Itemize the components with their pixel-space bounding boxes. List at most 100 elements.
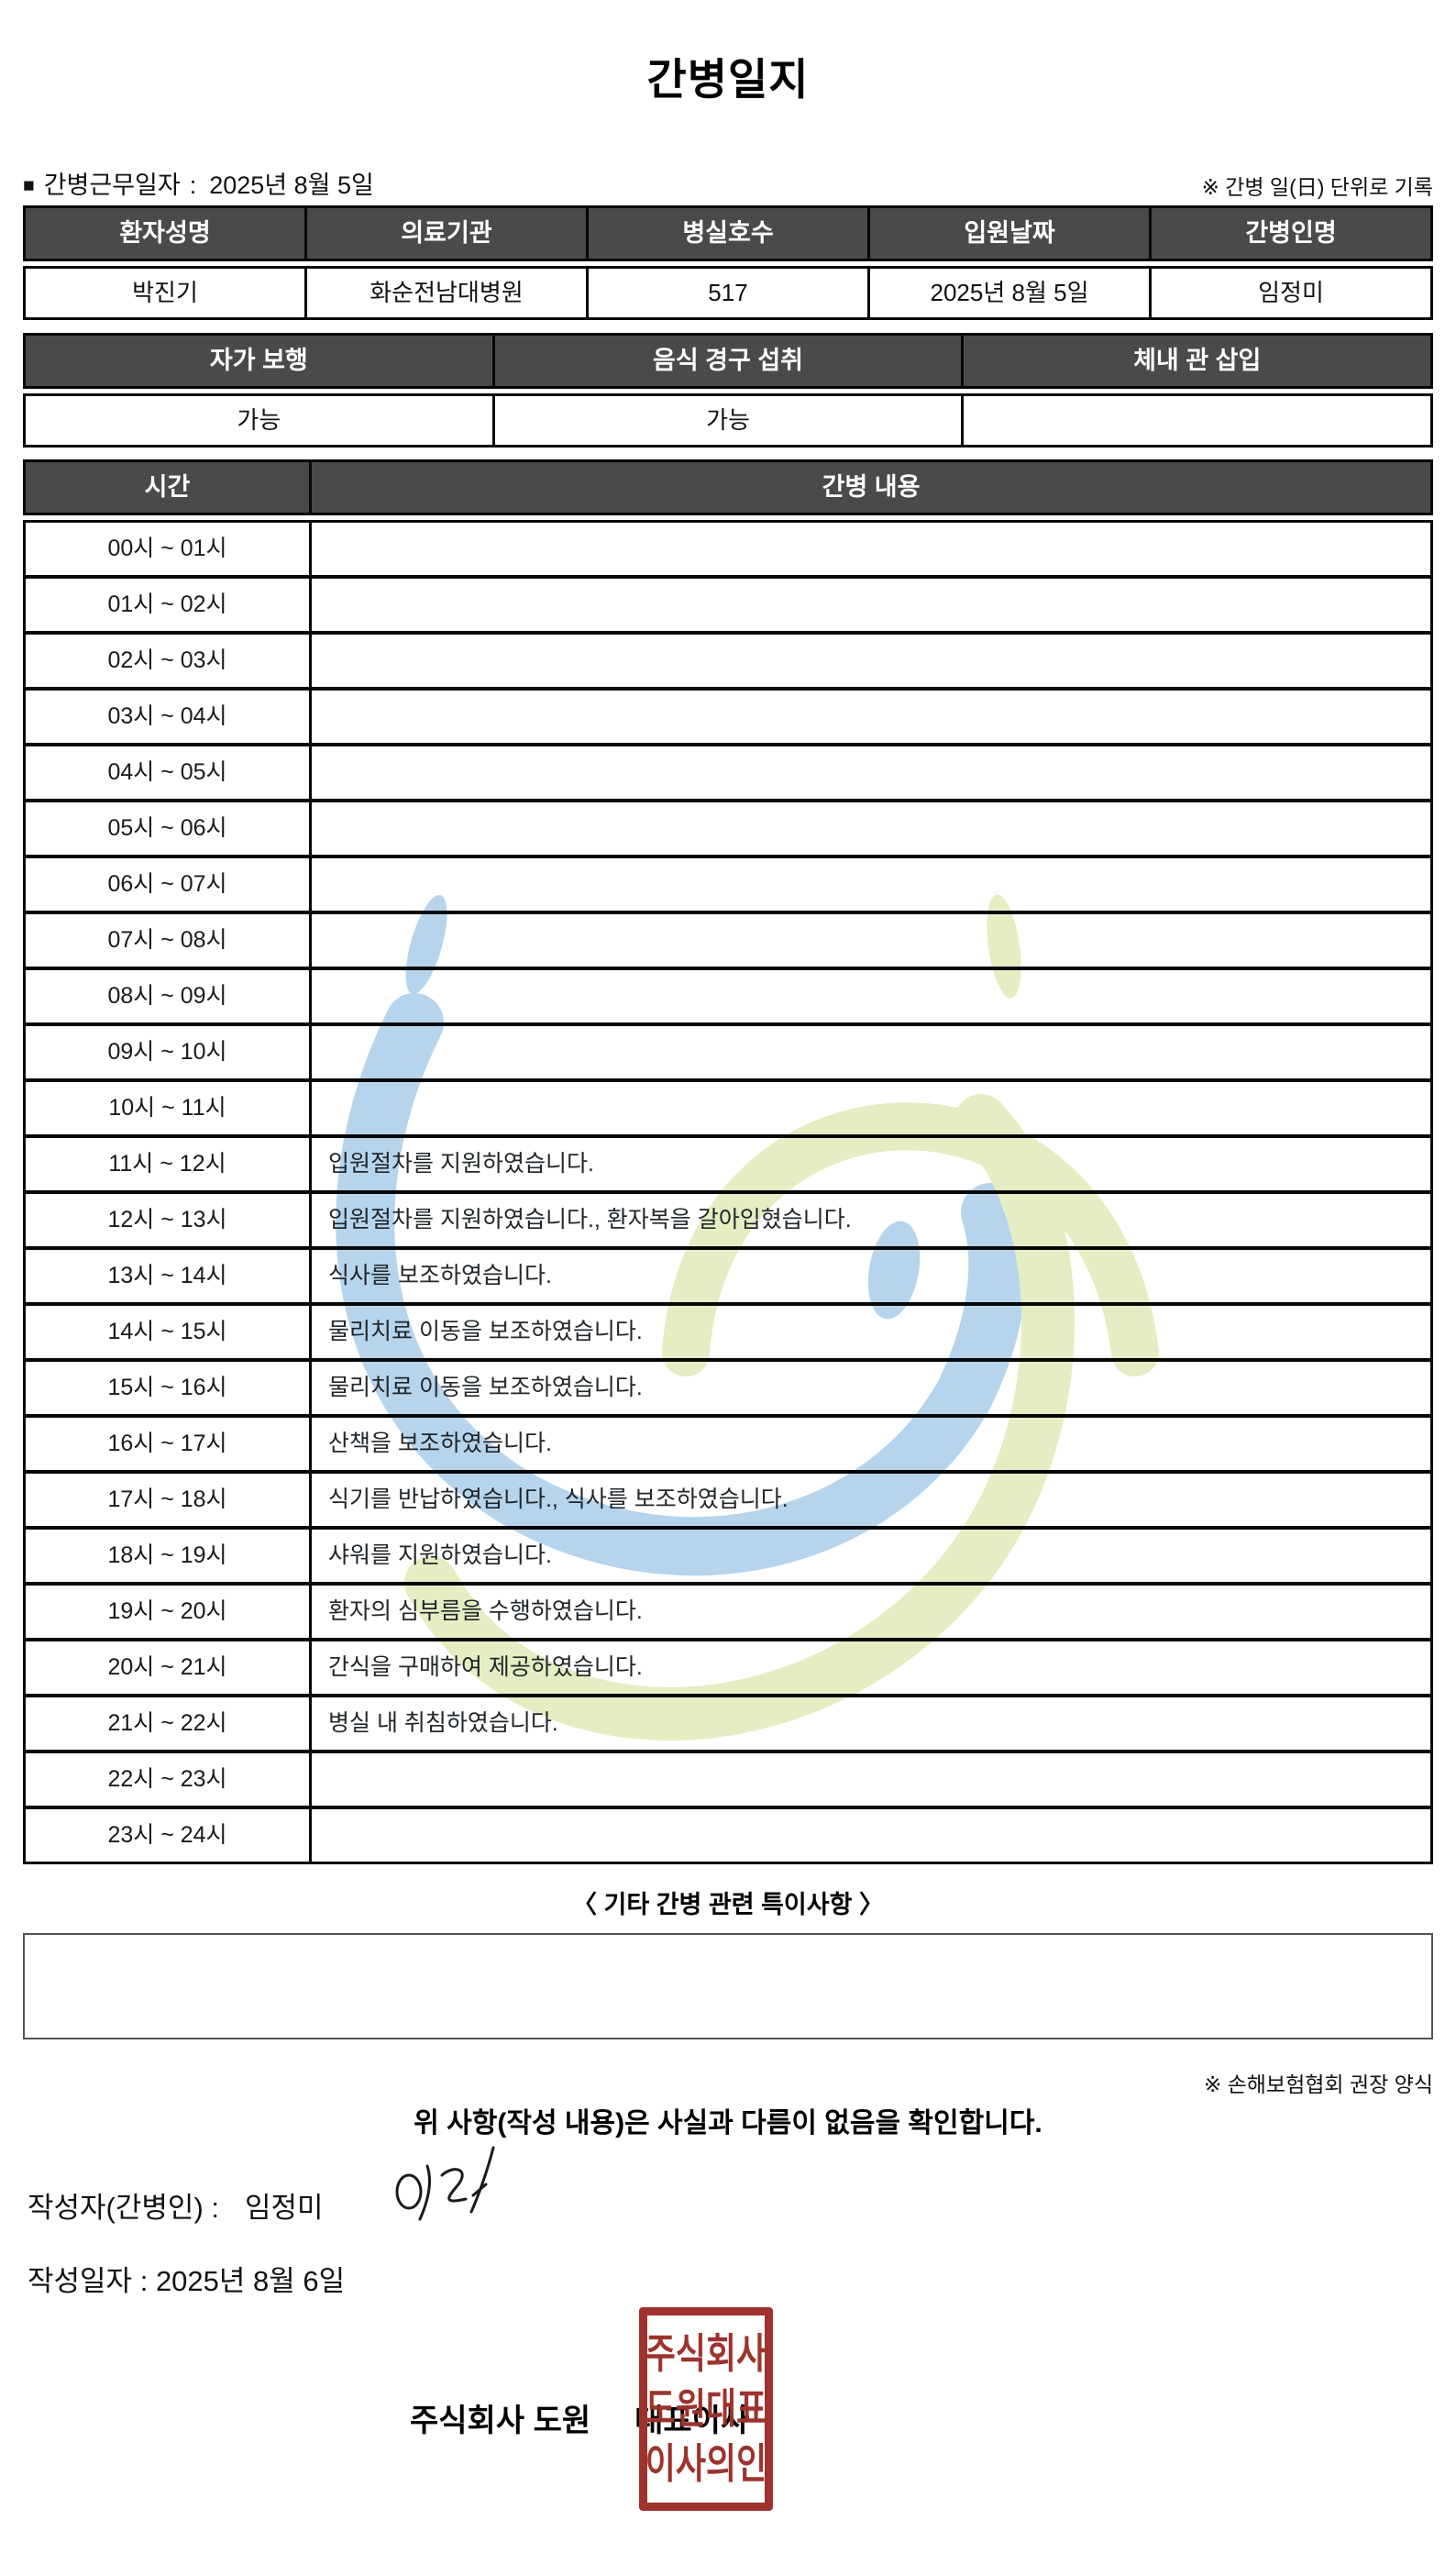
care-time-cell: 13시 ~ 14시 <box>26 1250 312 1302</box>
caregiver-name-value: 임정미 <box>1149 269 1430 317</box>
care-content-cell[interactable] <box>312 858 1430 911</box>
self-walking-header: 자가 보행 <box>209 347 308 374</box>
care-content-cell[interactable]: 간식을 구매하여 제공하였습니다. <box>328 1654 643 1680</box>
care-content-cell[interactable]: 산책을 보조하였습니다. <box>328 1431 552 1456</box>
daily-record-note: ※ 간병 일(日) 단위로 기록 <box>1201 175 1433 199</box>
care-time-cell: 00시 ~ 01시 <box>26 523 312 575</box>
corporate-seal-stamp: 주식회사 도원대표 이사의인 <box>639 2307 773 2511</box>
admission-date-value: 2025년 8월 5일 <box>867 269 1149 317</box>
care-time-cell: 08시 ~ 09시 <box>26 970 312 1022</box>
time-column-header: 시간 <box>144 473 191 501</box>
care-log-row: 06시 ~ 07시 <box>26 858 1430 914</box>
care-content-cell[interactable] <box>312 802 1430 855</box>
confirmation-statement: 위 사항(작성 내용)은 사실과 다름이 없음을 확인합니다. <box>414 2108 1042 2139</box>
company-name: 주식회사 도원 <box>410 2404 591 2438</box>
care-time-cell: 23시 ~ 24시 <box>26 1809 312 1862</box>
care-log-row: 20시 ~ 21시 간식을 구매하여 제공하였습니다. <box>26 1641 1430 1697</box>
medical-institution-header: 의료기관 <box>304 208 586 259</box>
page-title: 간병일지 <box>646 55 810 104</box>
patient-table-header: 환자성명 의료기관 병실호수 입원날짜 간병인명 <box>23 205 1433 261</box>
care-time-cell: 05시 ~ 06시 <box>26 802 312 855</box>
stamp-line-3: 이사의인 <box>645 2439 767 2487</box>
care-time-cell: 06시 ~ 07시 <box>26 858 312 911</box>
care-log-header: 시간 간병 내용 <box>23 459 1433 515</box>
written-date-line: 작성일자 : 2025년 8월 6일 <box>28 2258 345 2299</box>
care-content-cell[interactable] <box>312 1026 1430 1078</box>
care-log-row: 19시 ~ 20시 환자의 심부름을 수행하였습니다. <box>26 1586 1430 1641</box>
patient-name-header: 환자성명 <box>119 219 211 247</box>
care-time-cell: 04시 ~ 05시 <box>26 746 312 799</box>
patient-table-values: 박진기 화순전남대병원 517 2025년 8월 5일 임정미 <box>23 266 1433 320</box>
care-time-cell: 11시 ~ 12시 <box>26 1138 312 1190</box>
care-log-row: 04시 ~ 05시 <box>26 746 1430 802</box>
care-content-cell[interactable]: 병실 내 취침하였습니다. <box>328 1710 558 1736</box>
care-time-cell: 17시 ~ 18시 <box>26 1474 312 1526</box>
care-content-cell[interactable]: 환자의 심부름을 수행하였습니다. <box>328 1598 643 1624</box>
care-log-row: 07시 ~ 08시 <box>26 914 1430 970</box>
stamp-line-1: 주식회사 <box>645 2329 767 2377</box>
care-time-cell: 16시 ~ 17시 <box>26 1418 312 1470</box>
care-log-row: 00시 ~ 01시 <box>26 523 1430 579</box>
oral-intake-value: 가능 <box>491 396 962 445</box>
care-time-cell: 01시 ~ 02시 <box>26 579 312 631</box>
medical-institution-value: 화순전남대병원 <box>304 269 586 317</box>
care-content-cell[interactable]: 입원절차를 지원하였습니다., 환자복을 갈아입혔습니다. <box>328 1207 852 1232</box>
condition-table-values: 가능 가능 <box>23 393 1433 448</box>
self-walking-value: 가능 <box>237 406 281 434</box>
insurance-association-form-note: ※ 손해보험협회 권장 양식 <box>1203 2072 1433 2096</box>
care-content-cell[interactable]: 물리치료 이동을 보조하였습니다. <box>328 1319 643 1344</box>
care-time-cell: 15시 ~ 16시 <box>26 1362 312 1414</box>
square-bullet-icon: ■ <box>23 175 35 196</box>
care-content-cell[interactable] <box>312 691 1430 743</box>
care-log-row: 01시 ~ 02시 <box>26 579 1430 635</box>
care-log-row: 11시 ~ 12시 입원절차를 지원하였습니다. <box>26 1138 1430 1194</box>
written-date-label: 작성일자 : <box>28 2265 149 2297</box>
care-time-cell: 14시 ~ 15시 <box>26 1306 312 1358</box>
care-content-cell[interactable]: 물리치료 이동을 보조하였습니다. <box>328 1375 643 1400</box>
care-log-row: 22시 ~ 23시 <box>26 1753 1430 1809</box>
patient-name-value: 박진기 <box>132 279 198 306</box>
condition-table-header: 자가 보행 음식 경구 섭취 체내 관 삽입 <box>23 333 1433 389</box>
tube-insertion-value <box>961 396 1430 445</box>
care-content-cell[interactable] <box>312 746 1430 799</box>
care-log-body: 00시 ~ 01시 01시 ~ 02시 02시 ~ 03시 03시 ~ 04시 04시 … <box>23 520 1433 1864</box>
special-notes-box[interactable] <box>23 1933 1433 2039</box>
care-time-cell: 10시 ~ 11시 <box>26 1082 312 1134</box>
care-content-cell[interactable]: 샤워를 지원하였습니다. <box>328 1542 552 1568</box>
care-log-row: 13시 ~ 14시 식사를 보조하였습니다. <box>26 1250 1430 1306</box>
writer-label: 작성자(간병인) : <box>28 2192 219 2224</box>
room-number-header: 병실호수 <box>586 208 867 259</box>
special-notes-heading: 〈 기타 간병 관련 특이사항 〉 <box>572 1891 884 1918</box>
care-time-cell: 22시 ~ 23시 <box>26 1753 312 1806</box>
care-content-cell[interactable]: 식사를 보조하였습니다. <box>328 1263 552 1288</box>
company-ceo-line: 주식회사 도원 대표이사 <box>410 2395 749 2440</box>
care-content-cell[interactable] <box>312 1809 1430 1862</box>
admission-date-header: 입원날짜 <box>867 208 1149 259</box>
care-content-cell[interactable] <box>312 579 1430 631</box>
care-content-cell[interactable] <box>312 635 1430 687</box>
care-time-cell: 02시 ~ 03시 <box>26 635 312 687</box>
care-log-row: 18시 ~ 19시 샤워를 지원하였습니다. <box>26 1530 1430 1586</box>
stamp-line-2: 도원대표 <box>645 2384 767 2432</box>
care-log-row: 23시 ~ 24시 <box>26 1809 1430 1862</box>
care-time-cell: 18시 ~ 19시 <box>26 1530 312 1582</box>
care-time-cell: 09시 ~ 10시 <box>26 1026 312 1078</box>
care-log-row: 17시 ~ 18시 식기를 반납하였습니다., 식사를 보조하였습니다. <box>26 1474 1430 1530</box>
writer-name: 임정미 <box>245 2192 324 2224</box>
care-content-cell[interactable]: 입원절차를 지원하였습니다. <box>328 1151 594 1177</box>
room-number-value: 517 <box>586 269 867 317</box>
tube-insertion-header: 체내 관 삽입 <box>961 336 1430 386</box>
care-log-row: 02시 ~ 03시 <box>26 635 1430 691</box>
care-log-row: 10시 ~ 11시 <box>26 1082 1430 1138</box>
care-content-cell[interactable] <box>312 970 1430 1022</box>
care-content-cell[interactable] <box>312 1753 1430 1806</box>
care-log-row: 03시 ~ 04시 <box>26 691 1430 746</box>
care-time-cell: 21시 ~ 22시 <box>26 1697 312 1750</box>
caregiver-name-header: 간병인명 <box>1149 208 1430 259</box>
care-content-cell[interactable] <box>312 914 1430 967</box>
care-time-cell: 03시 ~ 04시 <box>26 691 312 743</box>
care-content-cell[interactable] <box>312 1082 1430 1134</box>
care-work-date-separator: : <box>189 171 197 199</box>
care-content-cell[interactable]: 식기를 반납하였습니다., 식사를 보조하였습니다. <box>328 1486 789 1512</box>
care-content-cell[interactable] <box>312 523 1430 575</box>
